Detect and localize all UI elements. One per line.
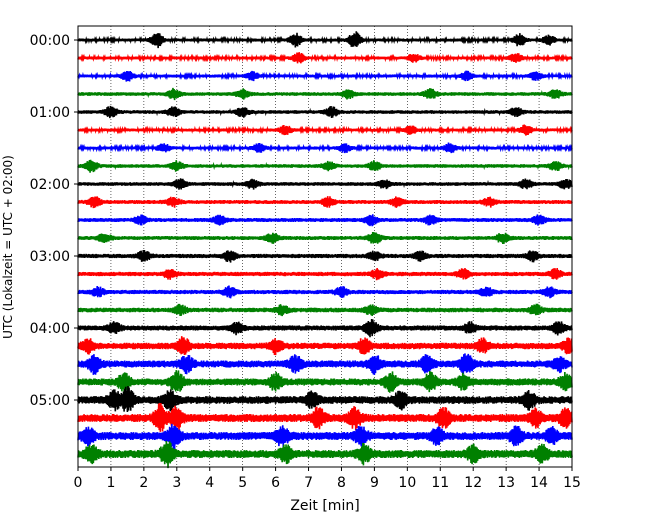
y-tick-label: 03:00	[30, 249, 70, 265]
x-tick-label: 3	[172, 475, 181, 491]
trace-row-0300	[77, 249, 573, 263]
x-tick-label: 2	[139, 475, 148, 491]
x-tick-label: 15	[563, 475, 581, 491]
x-tick-label: 8	[337, 475, 346, 491]
trace-row-0000	[77, 31, 573, 49]
y-tick-label: 04:00	[30, 321, 70, 337]
trace-row-0345	[77, 303, 573, 317]
trace-row-0145	[77, 159, 573, 173]
trace-row-0515	[77, 403, 573, 432]
x-tick-label: 7	[304, 475, 313, 491]
x-tick-label: 12	[464, 475, 482, 491]
trace-row-0015	[77, 52, 573, 64]
y-axis-ticks: 00:00 01:00 02:00 03:00 04:00 05:00	[30, 33, 78, 409]
x-tick-label: 11	[431, 475, 449, 491]
trace-row-0445	[77, 370, 573, 393]
x-tick-label: 1	[106, 475, 115, 491]
x-tick-label: 10	[398, 475, 416, 491]
trace-row-0030	[77, 70, 573, 82]
trace-row-0400	[77, 318, 573, 338]
y-axis-label: UTC (Lokalzeit = UTC + 02:00)	[1, 155, 15, 339]
trace-row-0130	[77, 142, 573, 154]
x-axis-ticks: 0 1 2 3 4 5 6 7 8 9 10 11 12 13 14 15	[74, 467, 581, 491]
y-tick-label: 02:00	[30, 177, 70, 193]
trace-row-0330	[77, 285, 573, 299]
trace-row-0415	[77, 336, 573, 356]
x-tick-label: 6	[271, 475, 280, 491]
x-tick-label: 4	[205, 475, 214, 491]
x-tick-label: 0	[74, 475, 83, 491]
x-tick-label: 14	[530, 475, 548, 491]
trace-row-0200	[77, 178, 573, 190]
trace-row-0045	[77, 87, 573, 101]
trace-row-0545	[77, 440, 573, 469]
trace-row-0100	[77, 105, 573, 119]
y-tick-label: 05:00	[30, 393, 70, 409]
trace-row-0430	[77, 353, 573, 375]
x-tick-label: 13	[497, 475, 515, 491]
trace-row-0245	[77, 232, 573, 244]
x-tick-label: 5	[238, 475, 247, 491]
trace-row-0230	[77, 214, 573, 227]
y-tick-label: 00:00	[30, 33, 70, 49]
x-tick-label: 9	[370, 475, 379, 491]
trace-row-0530	[77, 423, 573, 450]
trace-row-0315	[77, 268, 573, 281]
trace-row-0215	[77, 196, 573, 209]
seismogram-traces	[77, 31, 573, 469]
trace-row-0115	[77, 124, 573, 136]
y-tick-label: 01:00	[30, 105, 70, 121]
plot-frame	[77, 25, 573, 468]
x-axis-label: Zeit [min]	[290, 498, 359, 514]
